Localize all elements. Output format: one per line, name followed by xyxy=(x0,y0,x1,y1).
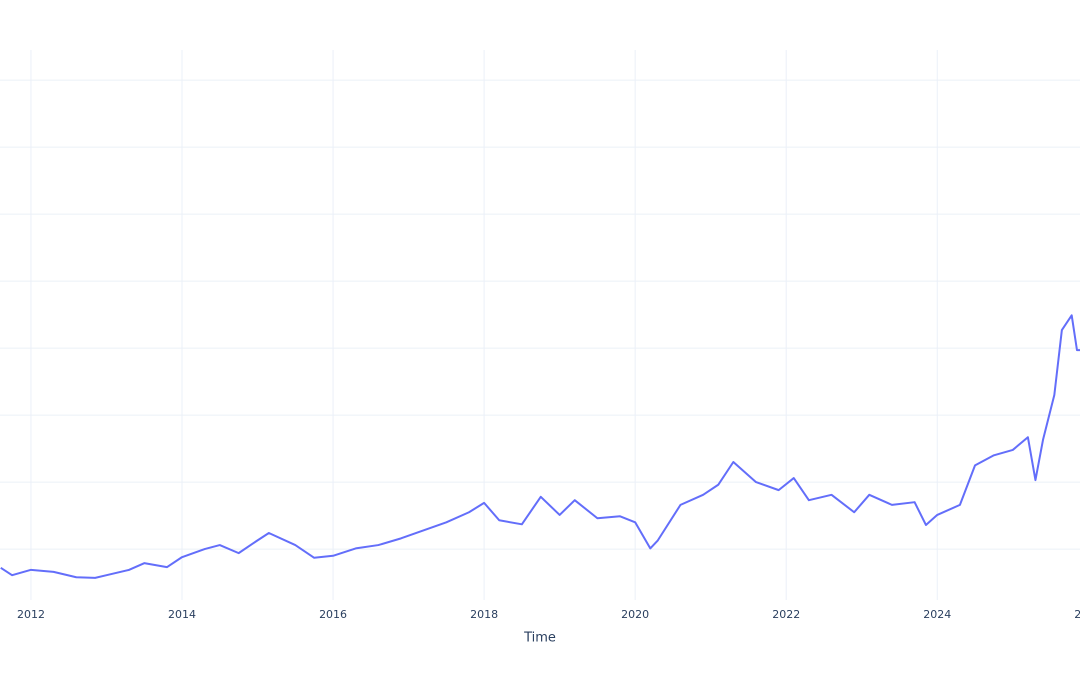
grid xyxy=(0,50,1080,600)
x-tick-label: 2018 xyxy=(470,608,498,621)
x-tick-label: 2022 xyxy=(772,608,800,621)
x-tick-label: 2026 xyxy=(1074,608,1080,621)
line xyxy=(0,314,1080,579)
x-tick-label: 2012 xyxy=(17,608,45,621)
x-axis-title: Time xyxy=(523,631,556,646)
plot xyxy=(0,314,1080,579)
x-tick-label: 2016 xyxy=(319,608,347,621)
x-tick-label: 2024 xyxy=(923,608,951,621)
x-tick-label: 2020 xyxy=(621,608,649,621)
x-tick-label: 2014 xyxy=(168,608,196,621)
